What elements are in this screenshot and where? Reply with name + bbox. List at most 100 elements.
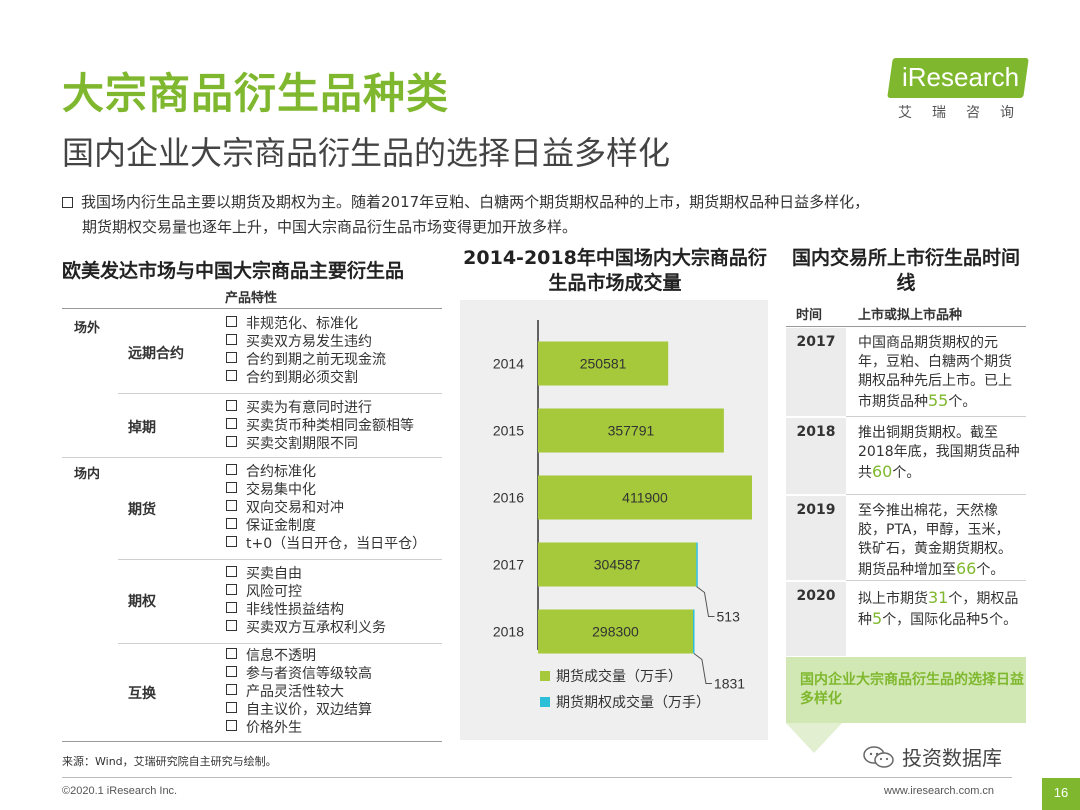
feature-item: 合约标准化 [226,463,426,481]
bar-futures [538,542,697,587]
volume-bar-chart: 2014 250581 2015 357791 2016 411900 2017 304587… [493,320,752,692]
wechat-label: 投资数据库 [902,746,1002,770]
group-label-otc: 场外 [74,321,101,336]
timeline-year: 2019 [786,496,846,580]
feature-item: 保证金制度 [226,517,426,535]
bullet-line-1: 我国场内衍生品主要以期货及期权为主。随着2017年豆粕、白糖两个期货期权品种的上… [81,193,870,211]
divider [118,393,442,394]
feature-item: 风险可控 [226,583,386,601]
divider [846,494,1026,495]
page-title: 大宗商品衍生品种类 [62,69,450,118]
feature-item: 自主议价，双边结算 [226,701,372,719]
product-name: 互换 [128,686,156,702]
iresearch-logo: iResearch 艾瑞咨询 [887,58,1030,124]
feature-item: 交易集中化 [226,481,426,499]
wechat-icon [863,746,894,768]
divider [62,457,442,458]
feature-list: 非规范化、标准化 买卖双方易发生违约 合约到期之前无现金流 合约到期必须交割 [226,315,386,387]
feature-item: 合约到期之前无现金流 [226,351,386,369]
category-label: 2015 [493,423,524,439]
feature-item: 参与者资信等级较高 [226,665,372,683]
feature-item: 买卖双方互承权利义务 [226,619,386,637]
divider [118,643,442,644]
feature-item: 合约到期必须交割 [226,369,386,387]
timeline-text: 推出铜期货期权。截至2018年底，我国期货品种共60个。 [858,425,1020,481]
callout-label: 1831 [714,676,745,692]
down-arrow-icon [786,723,842,753]
feature-item: 买卖自由 [226,565,386,583]
feature-item: 产品灵活性较大 [226,683,372,701]
left-panel-title: 欧美发达市场与中国大宗商品主要衍生品 [62,260,405,282]
product-name: 掉期 [128,420,156,436]
divider [846,580,1026,581]
square-bullet-icon [62,197,73,208]
timeline-text: 拟上市期货31个，期权品种5个，国际化品种5个。 [858,588,1019,628]
feature-item: 非规范化、标准化 [226,315,386,333]
highlight-number: 55 [928,391,949,410]
source-note: 来源：Wind，艾瑞研究院自主研究与绘制。 [62,755,277,768]
data-label: 250581 [580,356,627,372]
feature-list: 信息不透明 参与者资信等级较高 产品灵活性较大 自主议价，双边结算 价格外生 [226,647,372,737]
bar-options [692,609,695,654]
feature-list: 买卖为有意同时进行 买卖货币种类相同金额相等 买卖交割期限不同 [226,399,414,453]
legend-label: 期货期权成交量（万手） [556,695,710,711]
timeline-text: 至今推出棉花，天然橡胶，PTA，甲醇，玉米，铁矿石，黄金期货期权。期货品种增加至… [858,503,1012,578]
feature-item: 非线性损益结构 [226,601,386,619]
highlight-number: 31 [928,588,949,607]
feature-item: 买卖货币种类相同金额相等 [226,417,414,435]
timeline-row: 2019 至今推出棉花，天然橡胶，PTA，甲醇，玉米，铁矿石，黄金期货期权。期货… [786,496,1026,580]
legend-item-futures: 期货成交量（万手） [540,666,682,686]
bar-futures [538,408,724,453]
legend-label: 期货成交量（万手） [556,669,682,685]
product-name: 期货 [128,502,156,518]
feature-list: 买卖自由 风险可控 非线性损益结构 买卖双方互承权利义务 [226,565,386,637]
bar-futures [538,609,693,654]
bar-options [696,542,698,587]
feature-item: 买卖交割期限不同 [226,435,414,453]
data-label: 357791 [608,423,655,439]
website-link[interactable]: www.iresearch.com.cn [884,785,995,797]
timeline-row: 2018 推出铜期货期权。截至2018年底，我国期货品种共60个。 [786,418,1026,494]
wechat-watermark: 投资数据库 [862,742,1002,771]
category-label: 2016 [493,490,524,506]
product-name: 期权 [128,594,156,610]
feature-item: 买卖为有意同时进行 [226,399,414,417]
timeline-year: 2018 [786,418,846,494]
divider [62,741,442,742]
timeline-row: 2017 中国商品期货期权的元年，豆粕、白糖两个期货期权品种先后上市。已上市期货… [786,328,1026,416]
timeline-year: 2020 [786,582,846,656]
page-number: 16 [1042,778,1080,810]
callout-label: 513 [717,609,741,625]
product-name: 远期合约 [128,346,184,362]
timeline-head-time: 时间 [796,308,823,323]
footer-divider [62,777,1012,778]
logo-text: iResearch [902,62,1020,92]
legend-item-options: 期货期权成交量（万手） [540,692,710,712]
copyright: ©2020.1 iResearch Inc. [62,785,178,797]
callout-line [696,586,715,617]
feature-item: 信息不透明 [226,647,372,665]
data-label: 411900 [622,490,668,506]
divider [118,559,442,560]
legend-swatch-futures [540,671,550,681]
legend-swatch-options [540,697,550,707]
feature-item: 双向交易和对冲 [226,499,426,517]
col-header-features: 产品特性 [225,291,278,306]
timeline-title: 国内交易所上市衍生品时间线 [791,247,1020,294]
divider [786,326,1026,327]
divider [846,416,1026,417]
chart-title: 2014-2018年中国场内大宗商品衍生品市场成交量 [463,247,767,294]
data-label: 304587 [594,557,641,573]
timeline-head-item: 上市或拟上市品种 [858,308,963,323]
group-label-exchange: 场内 [74,467,101,482]
highlight-number: 66 [956,559,977,578]
category-label: 2014 [493,356,524,372]
feature-item: t+0（当日开仓，当日平仓） [226,535,426,553]
summary-bullet: 我国场内衍生品主要以期货及期权为主。随着2017年豆粕、白糖两个期货期权品种的上… [62,190,1037,240]
data-label: 298300 [592,624,639,640]
timeline-year: 2017 [786,328,846,416]
highlight-number: 60 [872,462,893,481]
timeline-text: 中国商品期货期权的元年，豆粕、白糖两个期货期权品种先后上市。已上市期货品种55个… [858,335,1012,410]
callout-line [693,653,712,684]
category-label: 2017 [493,557,524,573]
